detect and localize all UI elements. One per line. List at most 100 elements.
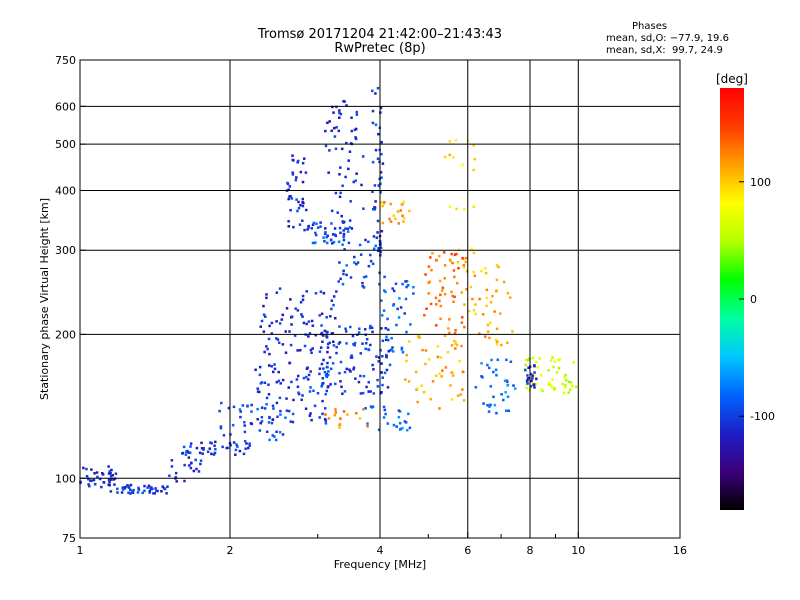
data-point — [309, 348, 313, 352]
data-point — [325, 336, 329, 339]
data-point — [308, 332, 312, 335]
data-point — [455, 343, 459, 347]
data-point — [330, 129, 333, 133]
data-point — [339, 360, 343, 364]
data-point — [345, 367, 348, 371]
data-point — [547, 368, 550, 372]
data-point — [353, 255, 356, 259]
data-point — [451, 374, 455, 377]
data-point — [335, 345, 338, 349]
data-point — [267, 421, 271, 424]
data-point — [450, 290, 453, 294]
data-point — [509, 360, 513, 364]
data-point — [325, 316, 328, 319]
data-point — [278, 287, 282, 290]
data-point — [425, 307, 428, 311]
data-point — [342, 235, 345, 239]
data-point — [331, 105, 334, 109]
data-point — [278, 431, 282, 434]
data-point — [206, 450, 210, 454]
data-point — [305, 375, 308, 379]
data-point — [382, 416, 386, 419]
data-point — [371, 262, 375, 266]
data-point — [260, 406, 264, 409]
data-point — [399, 306, 403, 309]
data-point — [456, 394, 460, 398]
data-point — [82, 466, 85, 470]
data-point — [376, 378, 379, 382]
data-point — [189, 442, 193, 445]
data-point — [402, 220, 405, 223]
data-point — [480, 362, 483, 365]
data-point — [471, 297, 474, 301]
data-point — [232, 441, 236, 444]
data-point — [271, 370, 275, 374]
data-point — [361, 391, 365, 395]
data-point — [335, 105, 338, 109]
data-point — [494, 338, 498, 342]
data-point — [377, 246, 380, 250]
data-point — [345, 141, 348, 145]
data-point — [378, 282, 381, 286]
data-point — [289, 298, 292, 301]
data-point — [161, 485, 164, 488]
data-point — [243, 439, 247, 443]
data-point — [265, 296, 268, 300]
data-point — [338, 173, 341, 176]
data-point — [290, 380, 293, 384]
data-point — [462, 264, 466, 267]
data-point — [302, 157, 306, 160]
data-point — [208, 447, 212, 450]
data-point — [398, 428, 402, 431]
data-point — [329, 315, 332, 318]
data-point — [340, 147, 344, 151]
data-point — [246, 404, 249, 408]
data-point — [148, 489, 152, 493]
data-point — [323, 329, 327, 333]
data-point — [259, 325, 262, 328]
data-point — [339, 112, 343, 116]
data-point — [241, 404, 245, 407]
data-point — [330, 307, 333, 311]
data-point — [484, 271, 488, 275]
y-tick-label: 200 — [55, 328, 76, 341]
data-point — [398, 421, 402, 425]
data-point — [387, 350, 390, 353]
data-point — [385, 355, 388, 358]
data-point — [324, 422, 328, 425]
data-point — [296, 349, 299, 352]
data-point — [362, 374, 366, 378]
data-point — [220, 401, 223, 405]
data-point — [504, 409, 508, 413]
data-point — [395, 425, 398, 428]
data-point — [439, 356, 443, 359]
data-point — [342, 220, 346, 224]
data-point — [470, 247, 473, 250]
data-point — [371, 207, 375, 211]
data-point — [302, 376, 306, 380]
data-point — [320, 362, 324, 366]
data-point — [210, 452, 213, 456]
data-point — [362, 286, 366, 289]
data-point — [412, 285, 415, 289]
data-point — [354, 127, 358, 131]
data-point — [275, 291, 279, 294]
y-tick-label: 600 — [55, 100, 76, 113]
data-point — [379, 250, 382, 254]
data-point — [375, 236, 379, 239]
data-point — [231, 423, 235, 427]
data-point — [354, 411, 358, 415]
data-point — [341, 184, 344, 188]
data-point — [503, 379, 507, 383]
data-point — [285, 307, 289, 310]
data-point — [352, 342, 355, 346]
grid-lines — [80, 60, 680, 538]
data-point — [460, 316, 464, 319]
data-point — [524, 363, 527, 367]
data-point — [314, 233, 318, 237]
data-point — [486, 323, 490, 327]
data-point — [87, 483, 90, 486]
data-point — [339, 231, 342, 235]
data-point — [256, 387, 259, 390]
data-point — [284, 416, 287, 419]
